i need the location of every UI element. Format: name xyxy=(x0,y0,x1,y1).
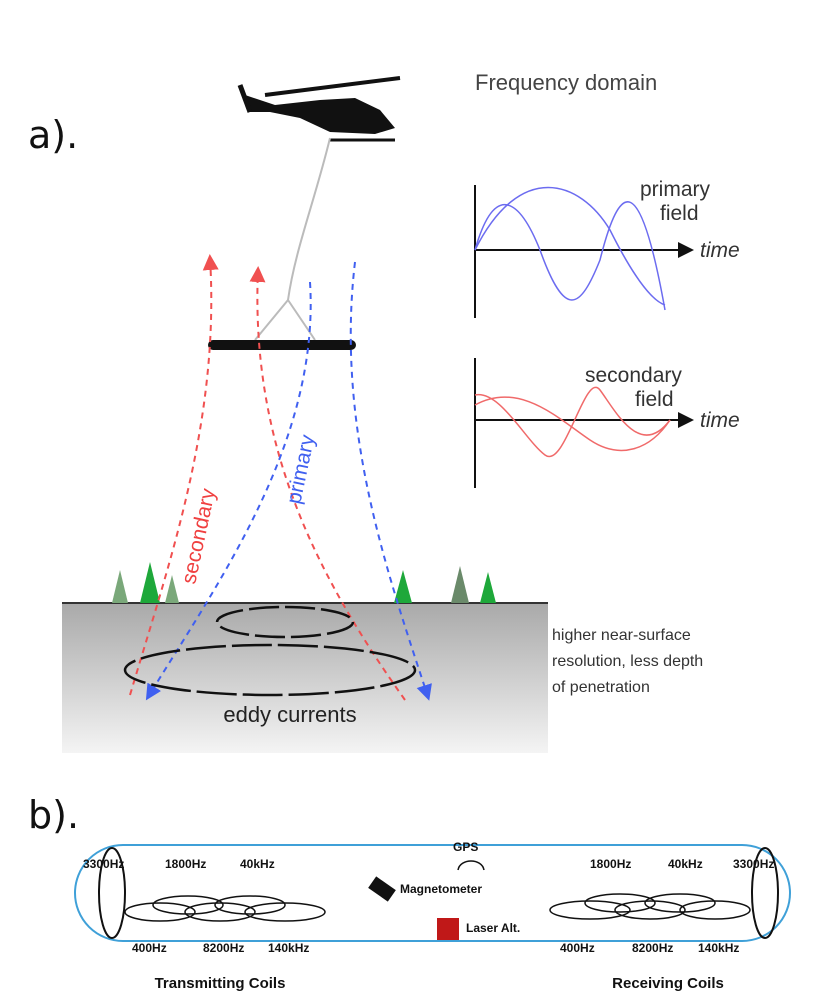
freq-label: 40kHz xyxy=(240,857,275,871)
wave xyxy=(474,386,671,458)
ground-note: higher near-surface xyxy=(552,627,691,644)
freq-label: 400Hz xyxy=(560,941,595,955)
eddy-loop xyxy=(123,643,417,697)
coil xyxy=(98,847,126,939)
laser-icon xyxy=(437,918,459,940)
axis-label: time xyxy=(700,239,740,262)
helicopter xyxy=(237,76,401,142)
wave xyxy=(474,201,666,311)
field-lines xyxy=(129,254,432,701)
panel-label: b). xyxy=(28,793,79,837)
panel-label: a). xyxy=(28,113,78,157)
trees xyxy=(112,562,496,603)
plot-label: primary xyxy=(640,178,711,201)
freq-label: 8200Hz xyxy=(203,941,244,955)
ray-label: primary xyxy=(282,432,319,506)
bird-capsule xyxy=(74,844,791,942)
axis-label: time xyxy=(700,409,740,432)
plot-label: secondary xyxy=(585,364,682,387)
gps-icon xyxy=(457,860,485,871)
freq-label: 1800Hz xyxy=(590,857,631,871)
gps-label: GPS xyxy=(453,840,478,854)
ray-label: secondary xyxy=(177,486,220,586)
freq-label: 3300Hz xyxy=(733,857,774,871)
eddy-loop xyxy=(215,605,355,639)
freq-label: 140kHz xyxy=(698,941,739,955)
tow-cable xyxy=(254,137,331,341)
coil xyxy=(751,847,779,939)
bird xyxy=(208,340,356,350)
freq-label: 40kHz xyxy=(668,857,703,871)
plot-label: field xyxy=(660,202,699,225)
magnetometer-label: Magnetometer xyxy=(400,882,482,896)
eddy-label: eddy currents xyxy=(223,702,356,727)
ground-note: resolution, less depth xyxy=(552,653,703,670)
wave xyxy=(474,186,666,306)
freq-label: 140kHz xyxy=(268,941,309,955)
freq-label: 3300Hz xyxy=(83,857,124,871)
freq-label: 8200Hz xyxy=(632,941,673,955)
laser-label: Laser Alt. xyxy=(466,921,520,935)
ground-note: of penetration xyxy=(552,679,650,696)
title: Frequency domain xyxy=(475,70,657,95)
magnetometer-icon xyxy=(368,876,396,902)
coils-left xyxy=(124,895,326,922)
freq-label: 1800Hz xyxy=(165,857,206,871)
wave xyxy=(474,396,671,452)
plot-label: field xyxy=(635,388,674,411)
ground xyxy=(62,603,548,753)
caption: Receiving Coils xyxy=(612,975,724,992)
freq-label: 400Hz xyxy=(132,941,167,955)
coils-right xyxy=(549,893,751,920)
caption: Transmitting Coils xyxy=(155,975,286,992)
